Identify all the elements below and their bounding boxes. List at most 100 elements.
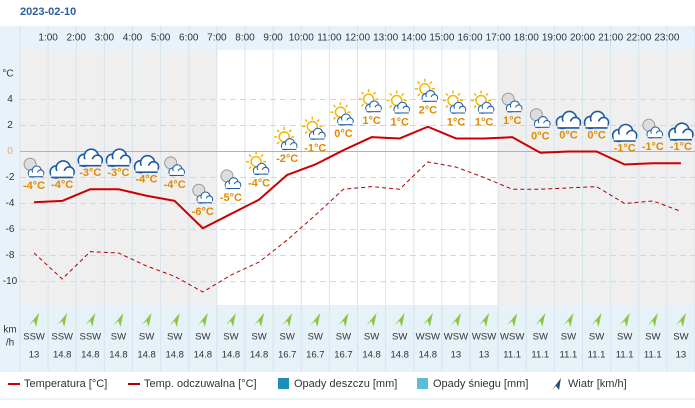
cloud-base bbox=[338, 120, 353, 125]
wind-speed: 11.1 bbox=[616, 350, 634, 361]
wind-arrow bbox=[141, 313, 152, 327]
data-label: 0°C bbox=[559, 129, 578, 141]
cloud-base bbox=[507, 107, 522, 112]
y-tick-label: -2 bbox=[6, 172, 15, 183]
cloud-base bbox=[253, 169, 269, 174]
cloud-base bbox=[169, 171, 184, 176]
cloud-base bbox=[107, 159, 130, 166]
wind-direction: WSW bbox=[472, 332, 496, 343]
legend-arrow bbox=[552, 378, 561, 390]
x-tick-label: 21:00 bbox=[598, 33, 623, 44]
wind-direction: SW bbox=[589, 332, 604, 343]
cloud-base bbox=[135, 165, 158, 172]
sun-ray bbox=[372, 91, 377, 95]
wind-arrow bbox=[563, 313, 574, 327]
sun-ray bbox=[304, 130, 308, 135]
weather-icon bbox=[529, 108, 551, 129]
x-tick-label: 15:00 bbox=[429, 33, 454, 44]
sun-ray bbox=[332, 104, 337, 108]
wind-unit: /h bbox=[6, 338, 14, 349]
wind-direction: SW bbox=[111, 332, 126, 343]
small-cloud bbox=[168, 164, 186, 177]
x-tick-label: 5:00 bbox=[151, 33, 171, 44]
data-label: 1°C bbox=[447, 116, 466, 128]
cloud-base bbox=[282, 145, 297, 150]
cloud-base bbox=[585, 121, 608, 128]
x-tick-label: 4:00 bbox=[123, 33, 143, 44]
small-cloud bbox=[337, 113, 354, 126]
wind-direction: SW bbox=[364, 332, 379, 343]
weather-icon bbox=[471, 90, 495, 114]
wind-arrow bbox=[647, 313, 658, 327]
wind-speed: 16.7 bbox=[306, 350, 325, 361]
weather-icon bbox=[220, 169, 242, 190]
data-label: 0°C bbox=[334, 128, 353, 140]
small-cloud bbox=[477, 101, 495, 114]
weather-icon bbox=[246, 151, 270, 175]
sun-ray bbox=[429, 81, 433, 85]
small-cloud bbox=[365, 100, 382, 113]
data-label: 2°C bbox=[419, 105, 438, 117]
data-label: 0°C bbox=[531, 131, 550, 143]
legend-swatch bbox=[417, 378, 428, 389]
data-label: -4°C bbox=[164, 179, 186, 191]
wind-unit: km bbox=[3, 325, 16, 336]
small-cloud bbox=[449, 101, 467, 114]
wind-arrow bbox=[675, 313, 686, 327]
sun-ray bbox=[417, 81, 421, 85]
small-cloud bbox=[393, 101, 411, 114]
small-cloud bbox=[280, 138, 298, 151]
weather-icon bbox=[23, 157, 45, 178]
cloud-base bbox=[225, 184, 241, 189]
x-tick-label: 10:00 bbox=[289, 33, 314, 44]
sun-ray bbox=[360, 91, 365, 95]
data-label: -4°C bbox=[23, 180, 45, 192]
weather-icon bbox=[192, 183, 214, 204]
x-tick-label: 2:00 bbox=[67, 33, 87, 44]
weather-icon bbox=[583, 110, 610, 130]
y-tick-label: -4 bbox=[6, 198, 15, 209]
wind-speed: 16.7 bbox=[334, 350, 353, 361]
legend-label: Temperatura [°C] bbox=[24, 378, 107, 390]
small-cloud bbox=[224, 177, 242, 190]
x-tick-label: 11:00 bbox=[317, 33, 342, 44]
wind-speed: 14.8 bbox=[81, 350, 100, 361]
weather-icon bbox=[164, 156, 186, 177]
weather-icon bbox=[555, 110, 582, 130]
wind-direction: WSW bbox=[444, 332, 468, 343]
wind-speed: 13 bbox=[676, 350, 687, 361]
wind-speed: 14.8 bbox=[165, 350, 184, 361]
wind-speed: 14.8 bbox=[250, 350, 269, 361]
weather-icon bbox=[642, 118, 664, 139]
x-tick-label: 3:00 bbox=[95, 33, 115, 44]
cloud-base bbox=[422, 97, 437, 101]
wind-arrow bbox=[479, 313, 490, 327]
sun-ray bbox=[344, 104, 349, 108]
data-label: -4°C bbox=[51, 179, 73, 191]
wind-direction: SW bbox=[617, 332, 632, 343]
small-cloud bbox=[27, 165, 45, 178]
cloud-base bbox=[613, 134, 636, 141]
wind-direction: SW bbox=[673, 332, 688, 343]
wind-arrow bbox=[338, 313, 349, 327]
legend-swatch bbox=[278, 378, 289, 389]
data-label: -2°C bbox=[276, 153, 298, 165]
wind-arrow bbox=[507, 313, 518, 327]
wind-direction: SW bbox=[139, 332, 154, 343]
wind-speed: 14.8 bbox=[362, 350, 381, 361]
cloud-base bbox=[51, 170, 74, 177]
x-tick-label: 1:00 bbox=[38, 33, 58, 44]
wind-speed: 14.8 bbox=[137, 350, 156, 361]
series-line bbox=[33, 161, 682, 293]
x-tick-label: 13:00 bbox=[373, 33, 398, 44]
data-label: 1°C bbox=[390, 116, 409, 128]
small-cloud bbox=[646, 126, 664, 139]
data-label: 1°C bbox=[475, 116, 494, 128]
x-tick-label: 17:00 bbox=[486, 33, 511, 44]
sun-ray bbox=[389, 104, 393, 109]
wind-arrow bbox=[85, 313, 96, 327]
x-tick-label: 23:00 bbox=[654, 33, 679, 44]
data-label: -1°C bbox=[642, 141, 664, 153]
data-label: -6°C bbox=[192, 206, 214, 218]
y-tick-label: 4 bbox=[7, 94, 13, 105]
